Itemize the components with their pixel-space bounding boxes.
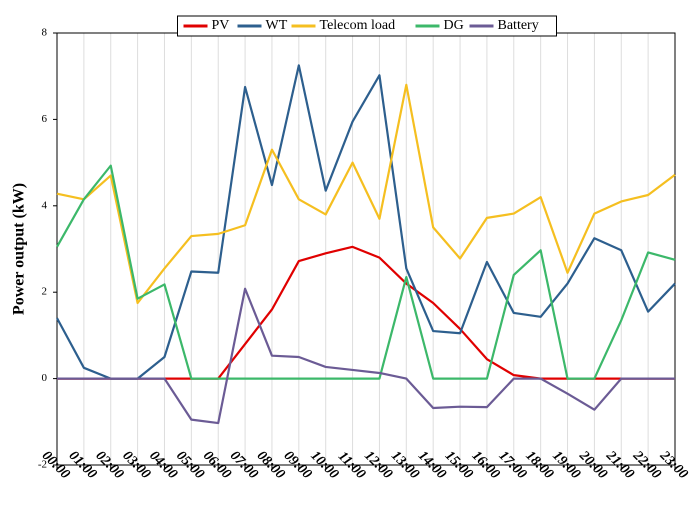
y-tick-label: 8 [42,27,48,39]
legend-box [177,15,557,37]
legend-label: DG [444,18,464,33]
legend-label: Telecom load [320,18,396,33]
y-tick-label: 0 [42,372,48,384]
legend-label: PV [212,18,230,33]
series-line [56,164,676,380]
y-tick-label: -2 [38,459,47,471]
legend-label: WT [266,18,288,33]
series-line [56,83,676,305]
series-line [56,64,676,380]
y-tick-label: 2 [42,286,48,298]
y-tick-label: 6 [42,113,48,125]
y-tick-label: 4 [42,199,48,211]
x-tick-label: 11:00 [335,449,368,482]
legend-label: Battery [498,18,539,33]
y-axis-label: Power output (kW) [11,183,28,315]
series-line [57,245,675,380]
series-line [57,287,675,425]
